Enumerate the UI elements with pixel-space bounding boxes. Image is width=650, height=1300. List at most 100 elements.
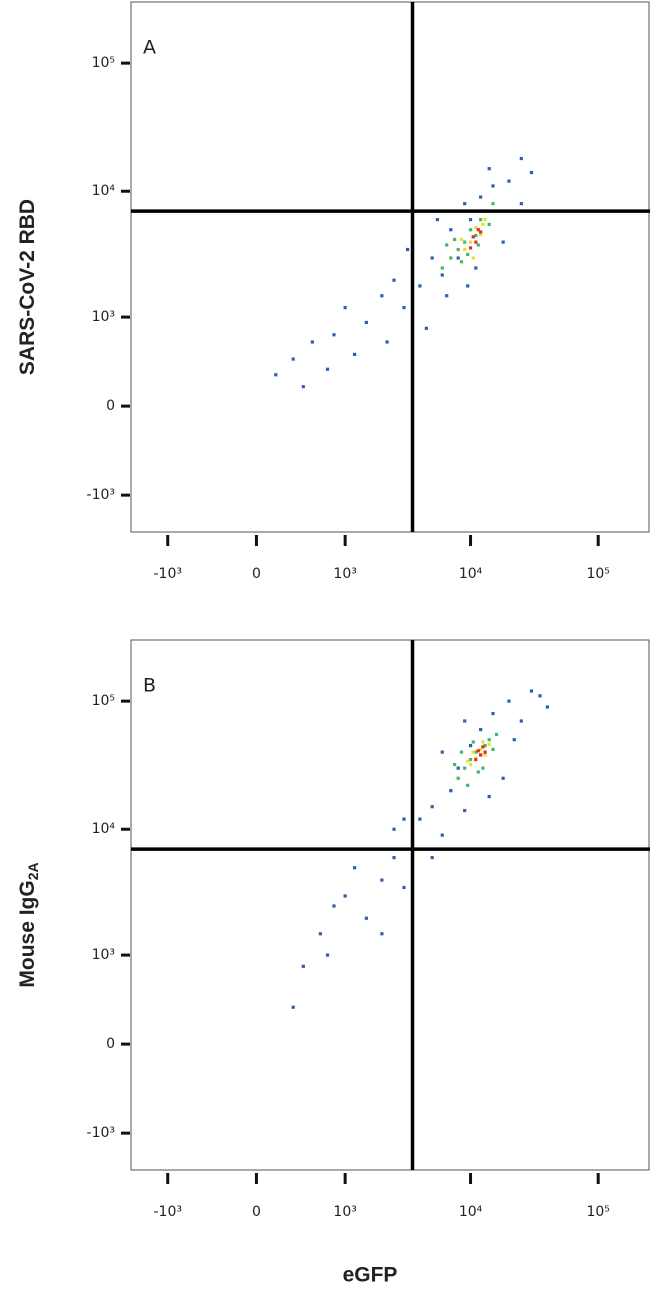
event-dot (332, 333, 336, 337)
event-dot (483, 743, 487, 748)
event-dot (459, 260, 464, 264)
event-dot (392, 827, 396, 831)
event-dot (440, 750, 444, 754)
event-dot (449, 256, 453, 260)
event-dot (466, 252, 470, 257)
panel-label: A (143, 37, 156, 59)
event-dot (301, 964, 305, 968)
y-tick-label: 10⁴ (92, 821, 116, 837)
event-dot (481, 222, 485, 227)
event-dot (474, 757, 478, 762)
event-dot (424, 326, 428, 330)
event-dot (519, 156, 523, 161)
event-dot (449, 228, 453, 232)
event-dot (435, 218, 440, 222)
event-dot (507, 179, 511, 183)
event-dot (430, 856, 434, 860)
y-tick-label: -10³ (87, 1125, 115, 1141)
event-dot (479, 727, 483, 732)
event-dot (405, 247, 410, 252)
event-dot (352, 866, 357, 870)
event-dot (483, 753, 487, 757)
event-dot (491, 202, 495, 206)
event-dot (463, 719, 467, 723)
event-dot (479, 747, 483, 752)
y-axis-title-text: Mouse IgG (16, 880, 39, 987)
event-dot (459, 237, 464, 241)
event-dot (453, 762, 457, 767)
event-dot (468, 218, 473, 222)
event-dot (471, 740, 475, 744)
event-dot (501, 240, 505, 244)
event-dot (474, 240, 478, 244)
event-dot (476, 228, 480, 232)
event-dot (468, 246, 473, 250)
event-dot (456, 256, 460, 260)
event-dot (325, 367, 330, 371)
event-dot (459, 750, 464, 754)
event-dot (529, 689, 534, 693)
event-dot (445, 294, 449, 298)
event-dot (456, 776, 460, 780)
event-dot (380, 878, 384, 882)
event-dot (487, 742, 491, 746)
x-tick-label: 10⁵ (586, 1204, 609, 1220)
y-tick-label: 10³ (92, 947, 115, 963)
event-dot (512, 738, 516, 742)
x-tick-label: 10³ (333, 1204, 356, 1220)
event-dot (468, 228, 473, 232)
x-tick-label: 0 (252, 1204, 261, 1220)
event-dot (468, 240, 473, 244)
event-dot (274, 373, 278, 377)
y-tick-label: 10³ (92, 309, 115, 325)
event-dot (471, 256, 475, 260)
event-dot (476, 770, 480, 774)
event-dot (474, 225, 478, 230)
event-dot (491, 184, 495, 188)
event-dot (449, 789, 453, 793)
y-tick-label: 0 (106, 398, 115, 414)
event-dot (529, 170, 534, 175)
x-tick-label: 0 (252, 566, 261, 582)
event-dot (471, 750, 475, 754)
event-dot (507, 699, 511, 703)
event-dot (318, 932, 322, 936)
x-tick-label: 10⁴ (459, 566, 483, 582)
event-dot (380, 294, 384, 298)
event-dot (430, 256, 434, 260)
event-dot (468, 762, 473, 767)
event-dot (491, 711, 495, 716)
y-axis-title-text: SARS-CoV-2 RBD (16, 199, 39, 375)
event-dot (456, 766, 460, 770)
x-tick-label: 10³ (333, 566, 356, 582)
y-axis-title: Mouse IgG2A (16, 862, 41, 987)
y-tick-label: -10³ (87, 487, 115, 503)
event-dot (487, 222, 491, 227)
x-tick-label: 10⁴ (459, 1204, 483, 1220)
y-tick-label: 10⁵ (92, 55, 115, 71)
event-dot (385, 340, 389, 344)
event-dot (466, 783, 470, 787)
event-dot (471, 235, 475, 239)
event-dot (474, 266, 478, 270)
event-dot (481, 740, 485, 744)
event-dot (392, 278, 396, 282)
event-dot (466, 284, 470, 288)
event-dot (332, 904, 336, 908)
event-dot (291, 1005, 295, 1009)
event-dot (364, 320, 368, 325)
event-dot (463, 247, 467, 252)
event-dot (481, 745, 485, 749)
y-tick-label: 0 (106, 1036, 115, 1052)
event-dot (474, 750, 478, 754)
plot-frame (130, 1, 650, 533)
event-dot (453, 237, 457, 241)
event-dot (476, 749, 480, 753)
event-dot (463, 808, 467, 813)
x-tick-label: -10³ (153, 566, 181, 582)
event-dot (440, 273, 444, 277)
event-dot (468, 743, 473, 748)
x-tick-label: -10³ (153, 1204, 181, 1220)
event-dot (519, 202, 523, 206)
